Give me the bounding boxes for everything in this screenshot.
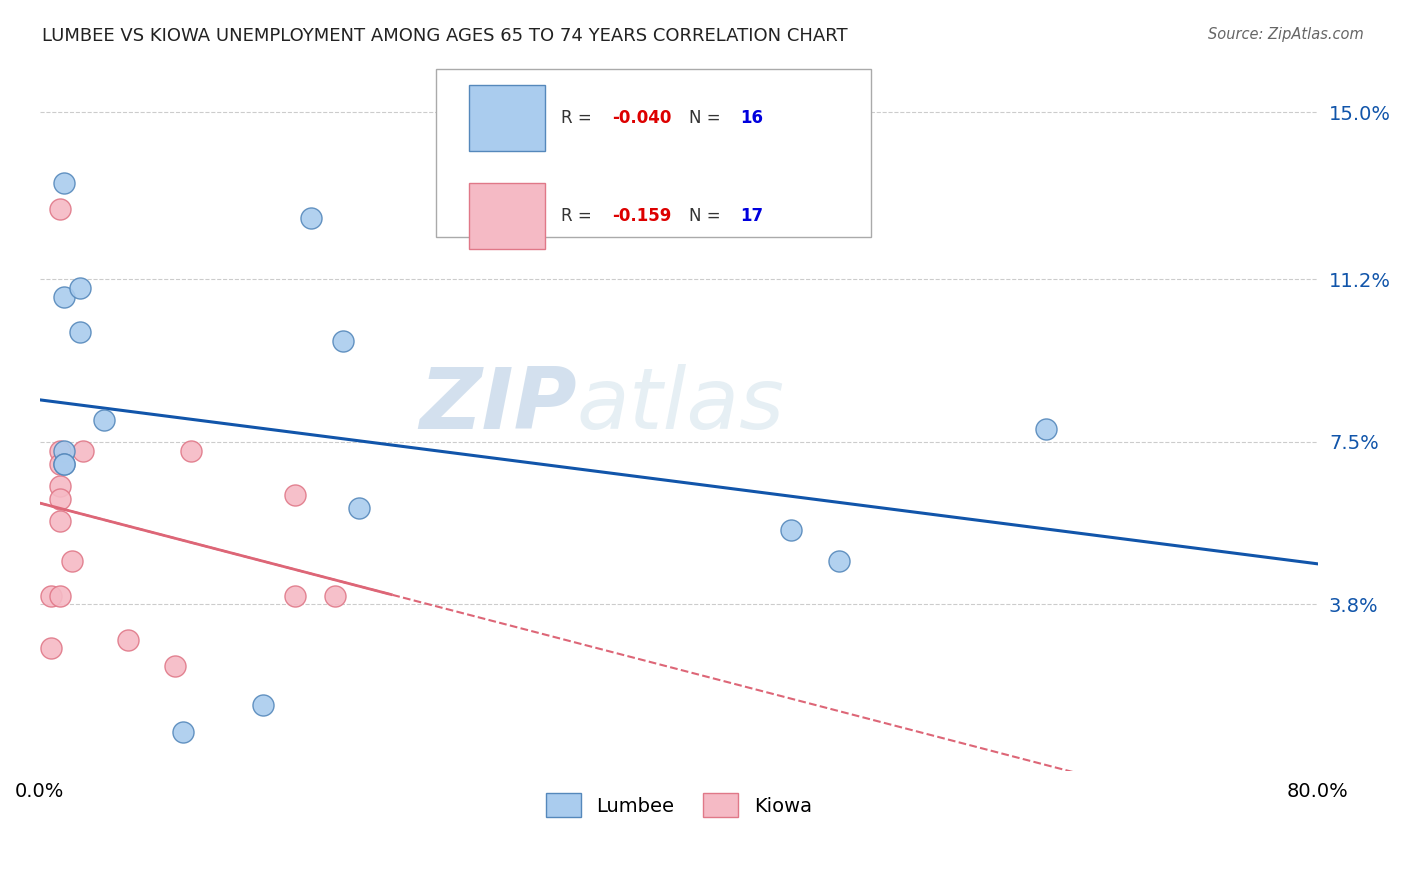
Text: R =: R = bbox=[561, 207, 598, 225]
Point bbox=[323, 589, 346, 603]
Point bbox=[39, 589, 62, 603]
Point bbox=[49, 491, 72, 506]
Point bbox=[117, 632, 139, 647]
Text: LUMBEE VS KIOWA UNEMPLOYMENT AMONG AGES 65 TO 74 YEARS CORRELATION CHART: LUMBEE VS KIOWA UNEMPLOYMENT AMONG AGES … bbox=[42, 27, 848, 45]
FancyBboxPatch shape bbox=[470, 85, 544, 151]
Point bbox=[165, 659, 187, 673]
Point bbox=[49, 443, 72, 458]
Point bbox=[49, 514, 72, 528]
Point bbox=[349, 500, 371, 515]
Point bbox=[69, 281, 91, 295]
Point bbox=[284, 589, 307, 603]
Text: -0.159: -0.159 bbox=[613, 207, 672, 225]
Point bbox=[49, 457, 72, 471]
Point bbox=[180, 443, 202, 458]
Text: N =: N = bbox=[689, 109, 725, 127]
Point bbox=[93, 413, 115, 427]
Point bbox=[332, 334, 354, 348]
Text: atlas: atlas bbox=[576, 365, 785, 448]
Point bbox=[779, 523, 801, 537]
Text: 17: 17 bbox=[740, 207, 763, 225]
Point bbox=[49, 202, 72, 216]
Point bbox=[173, 724, 195, 739]
Text: 16: 16 bbox=[740, 109, 763, 127]
Text: Source: ZipAtlas.com: Source: ZipAtlas.com bbox=[1208, 27, 1364, 42]
Point bbox=[52, 290, 75, 304]
Point bbox=[52, 176, 75, 190]
Text: -0.040: -0.040 bbox=[613, 109, 672, 127]
Point bbox=[1035, 422, 1057, 436]
Point bbox=[39, 641, 62, 656]
Point bbox=[52, 457, 75, 471]
Text: ZIP: ZIP bbox=[419, 365, 576, 448]
Text: N =: N = bbox=[689, 207, 725, 225]
Point bbox=[284, 488, 307, 502]
Point bbox=[827, 553, 849, 567]
Point bbox=[69, 325, 91, 339]
FancyBboxPatch shape bbox=[470, 183, 544, 249]
Point bbox=[49, 589, 72, 603]
Point bbox=[52, 457, 75, 471]
Point bbox=[49, 479, 72, 493]
Point bbox=[299, 211, 322, 225]
Legend: Lumbee, Kiowa: Lumbee, Kiowa bbox=[538, 786, 820, 825]
Point bbox=[72, 443, 94, 458]
Point bbox=[60, 553, 83, 567]
FancyBboxPatch shape bbox=[436, 69, 870, 237]
Point bbox=[52, 443, 75, 458]
Text: R =: R = bbox=[561, 109, 598, 127]
Point bbox=[252, 698, 274, 713]
